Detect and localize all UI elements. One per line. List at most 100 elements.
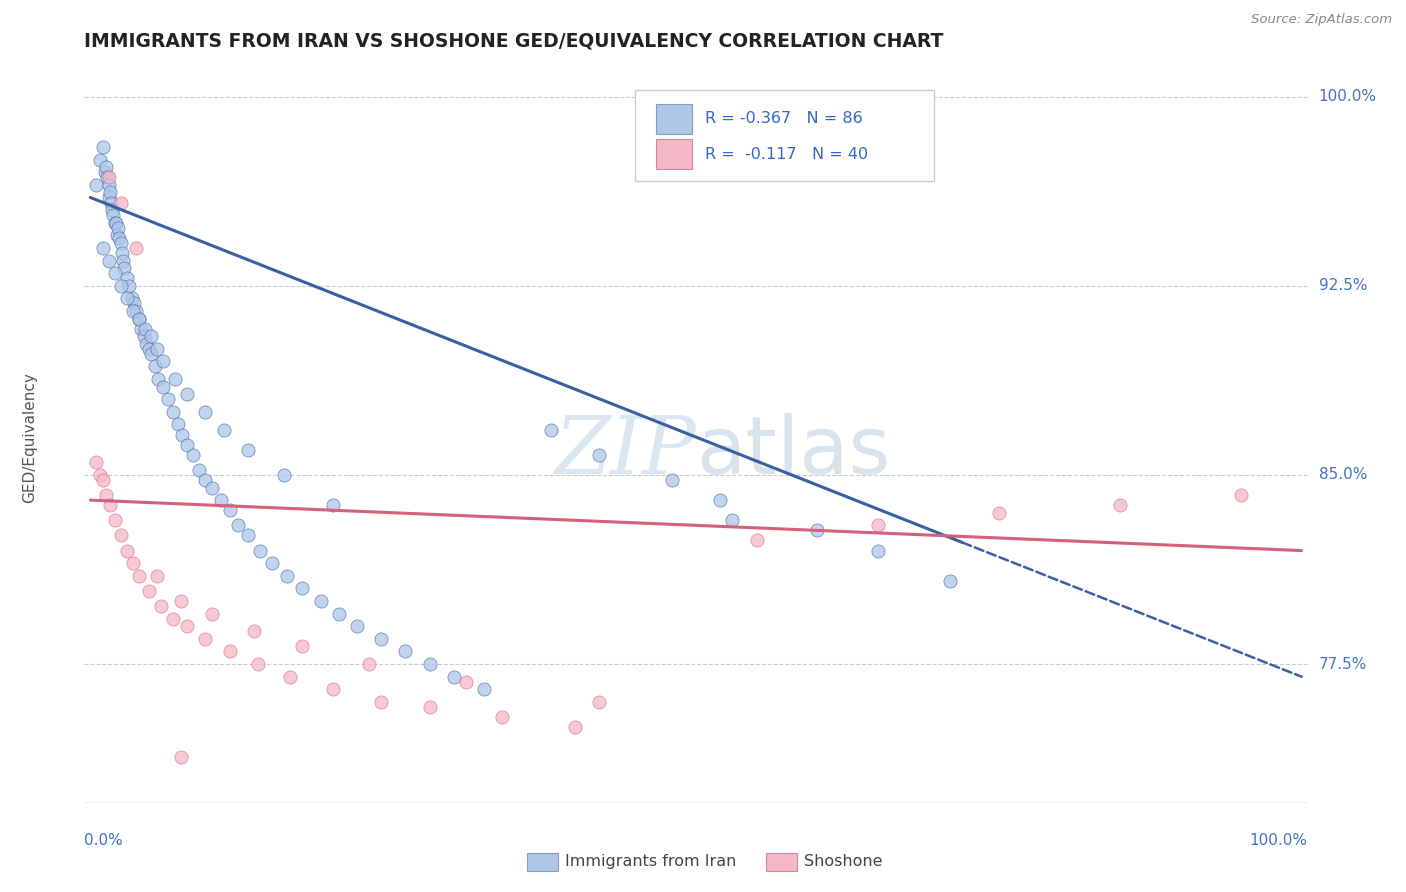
Point xyxy=(96,488,118,502)
Text: atlas: atlas xyxy=(696,413,890,491)
Point xyxy=(183,448,205,462)
Point xyxy=(200,607,222,621)
Text: Immigrants from Iran: Immigrants from Iran xyxy=(565,855,737,869)
Point xyxy=(128,569,150,583)
Point xyxy=(86,455,108,469)
Point xyxy=(97,170,120,185)
Point xyxy=(107,220,129,235)
Point xyxy=(540,423,562,437)
Point xyxy=(165,372,187,386)
Point xyxy=(146,569,169,583)
Point xyxy=(194,405,217,419)
Point xyxy=(721,513,744,527)
Point xyxy=(152,379,174,393)
Point xyxy=(212,423,235,437)
Point xyxy=(132,329,155,343)
Point xyxy=(143,359,166,374)
Point xyxy=(139,347,162,361)
Point xyxy=(129,321,152,335)
Point xyxy=(370,695,392,709)
Point xyxy=(128,311,150,326)
Point xyxy=(146,342,169,356)
Point xyxy=(370,632,392,646)
Text: 92.5%: 92.5% xyxy=(1319,278,1367,293)
Point xyxy=(309,594,332,608)
Point xyxy=(200,481,222,495)
Point xyxy=(170,594,193,608)
Text: ZIP: ZIP xyxy=(554,413,696,491)
Point xyxy=(139,329,162,343)
Point xyxy=(1230,488,1253,502)
Point xyxy=(108,231,131,245)
Text: 100.0%: 100.0% xyxy=(1319,89,1376,104)
Point xyxy=(149,599,172,613)
Point xyxy=(135,336,157,351)
Point xyxy=(98,498,121,512)
Point xyxy=(152,354,174,368)
Point xyxy=(188,463,211,477)
FancyBboxPatch shape xyxy=(527,853,558,871)
Point xyxy=(278,670,301,684)
Point xyxy=(564,720,586,734)
Point xyxy=(987,506,1010,520)
Point xyxy=(91,241,114,255)
Text: Source: ZipAtlas.com: Source: ZipAtlas.com xyxy=(1251,13,1392,27)
Point xyxy=(454,674,477,689)
Point xyxy=(91,473,114,487)
Point xyxy=(866,518,889,533)
Point xyxy=(148,372,170,386)
Point xyxy=(291,640,314,654)
Point xyxy=(194,473,217,487)
Point xyxy=(115,291,138,305)
Point xyxy=(170,750,193,764)
Point xyxy=(122,296,145,310)
Point xyxy=(89,153,111,167)
Text: Shoshone: Shoshone xyxy=(804,855,883,869)
Point xyxy=(588,448,610,462)
Point xyxy=(246,657,269,671)
Point xyxy=(121,556,143,570)
Point xyxy=(172,427,194,442)
Point xyxy=(97,190,120,204)
Point xyxy=(94,165,117,179)
Point xyxy=(322,498,344,512)
Point xyxy=(138,342,160,356)
Point xyxy=(138,583,160,598)
Point xyxy=(125,241,148,255)
Text: 100.0%: 100.0% xyxy=(1250,833,1308,848)
Point xyxy=(291,582,314,596)
Point xyxy=(418,700,440,714)
Point xyxy=(472,682,495,697)
Point xyxy=(176,437,198,451)
Point xyxy=(176,387,198,401)
Point xyxy=(97,253,120,268)
Point xyxy=(115,271,138,285)
Point xyxy=(588,695,610,709)
Point xyxy=(346,619,368,633)
Text: IMMIGRANTS FROM IRAN VS SHOSHONE GED/EQUIVALENCY CORRELATION CHART: IMMIGRANTS FROM IRAN VS SHOSHONE GED/EQU… xyxy=(84,31,943,50)
Point xyxy=(236,528,259,542)
Point xyxy=(96,160,118,174)
Point xyxy=(243,624,266,639)
Point xyxy=(115,543,138,558)
Point xyxy=(276,569,298,583)
Point xyxy=(105,228,128,243)
Point xyxy=(121,291,143,305)
Point xyxy=(357,657,380,671)
FancyBboxPatch shape xyxy=(655,139,692,169)
Point xyxy=(162,612,184,626)
Point xyxy=(236,442,259,457)
Point xyxy=(96,170,118,185)
Point xyxy=(176,619,198,633)
FancyBboxPatch shape xyxy=(766,853,797,871)
Point xyxy=(110,528,132,542)
Text: GED/Equivalency: GED/Equivalency xyxy=(22,372,37,502)
Point xyxy=(103,208,125,222)
Point xyxy=(104,513,127,527)
Point xyxy=(89,467,111,482)
Point xyxy=(273,467,295,482)
Point xyxy=(112,261,135,276)
Point xyxy=(491,710,513,724)
FancyBboxPatch shape xyxy=(655,104,692,134)
Point xyxy=(110,235,132,250)
